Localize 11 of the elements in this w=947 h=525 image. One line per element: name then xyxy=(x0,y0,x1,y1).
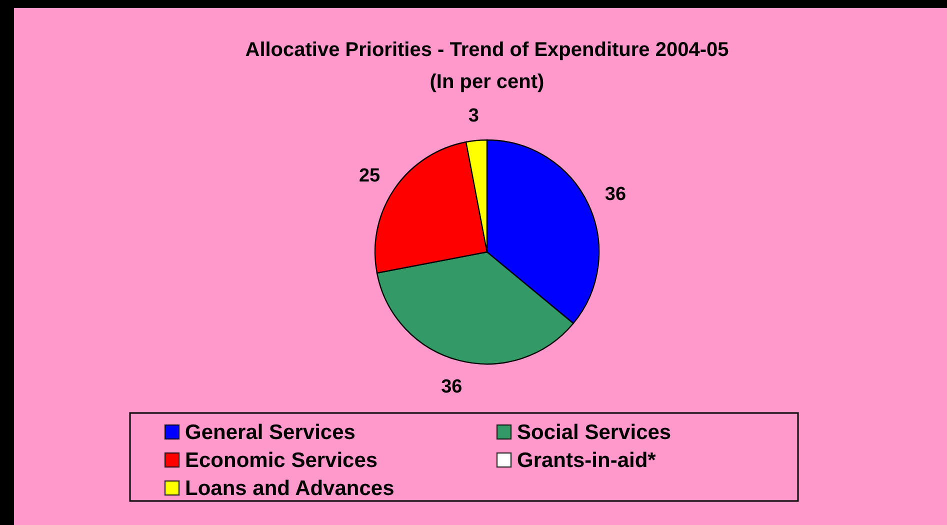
legend-label: Grants-in-aid* xyxy=(517,449,657,472)
data-label: 36 xyxy=(604,184,626,206)
data-label: 36 xyxy=(441,376,462,398)
legend-label: General Services xyxy=(185,421,356,444)
legend-label: Economic Services xyxy=(185,449,378,472)
legend-label: Loans and Advances xyxy=(185,477,394,500)
chart-title: Allocative Priorities - Trend of Expenditure 2004-05 xyxy=(245,39,729,61)
data-label: 3 xyxy=(468,106,479,127)
chart-subtitle: (In per cent) xyxy=(430,71,544,93)
data-label: 25 xyxy=(358,165,381,186)
legend-label: Social Services xyxy=(517,421,672,444)
